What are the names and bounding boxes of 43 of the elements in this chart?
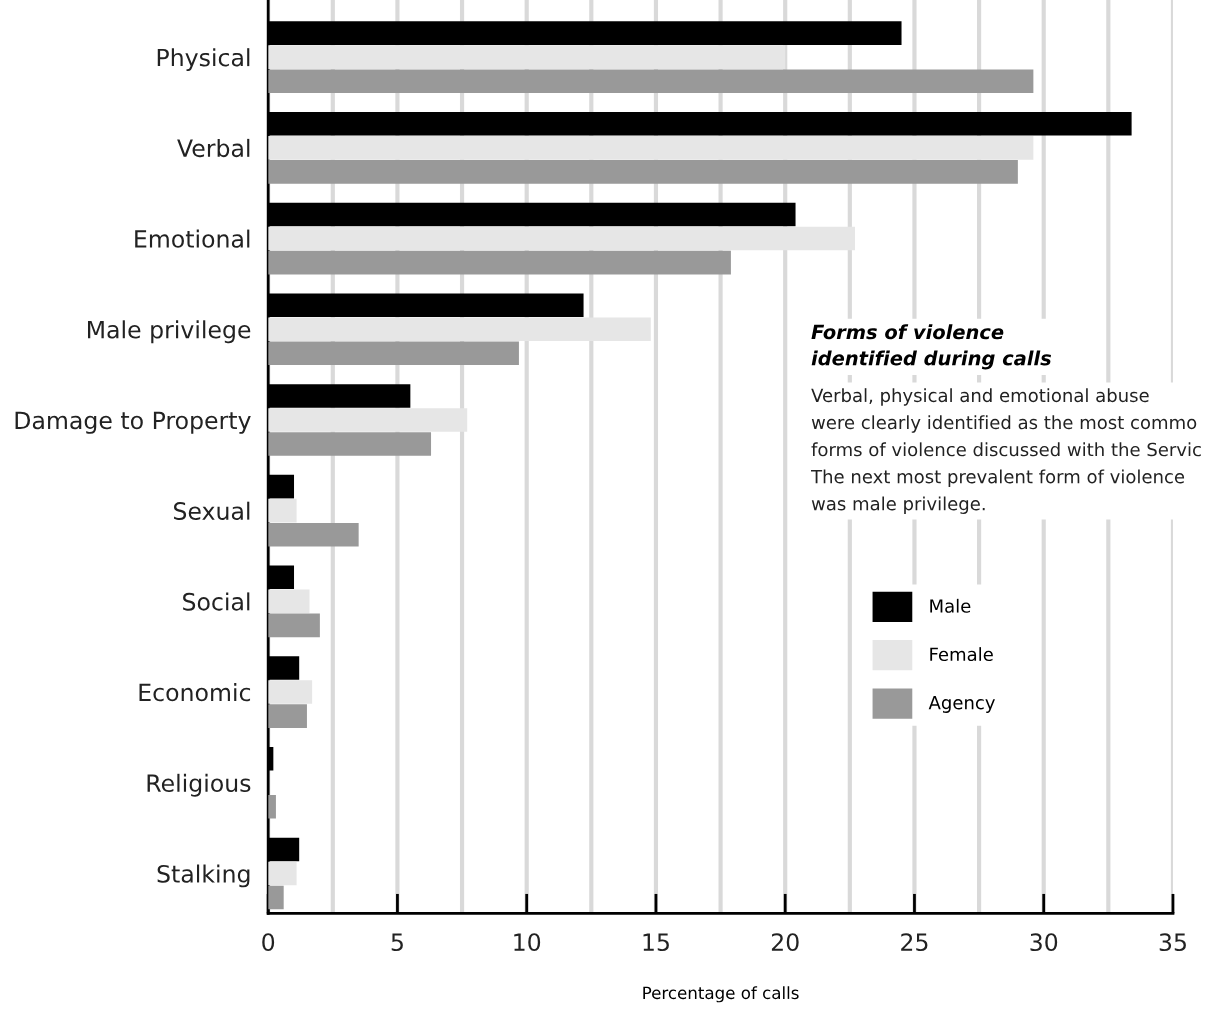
x-tick-label: 5 — [391, 933, 403, 952]
bar — [268, 432, 432, 456]
bar — [268, 408, 468, 432]
bar — [268, 680, 313, 704]
bar — [268, 885, 284, 910]
x-tick-label: 0 — [262, 933, 275, 952]
bar — [268, 341, 519, 366]
bar — [268, 226, 855, 251]
y-tick-label: Sexual — [173, 501, 250, 520]
bar — [268, 69, 1034, 93]
y-tick-label: Religious — [147, 773, 251, 797]
y-tick-label: Stalking — [157, 864, 250, 888]
x-axis-title: Percentage of calls — [643, 986, 799, 1003]
legend-label: Male — [930, 598, 971, 613]
bar — [268, 136, 1034, 160]
bar — [268, 795, 276, 819]
y-tick-label: Verbal — [177, 138, 250, 158]
bar — [268, 613, 320, 638]
x-tick-label: 30 — [1030, 933, 1058, 952]
bar — [268, 861, 297, 886]
y-tick-label: Male privilege — [88, 320, 251, 344]
annotation: Forms of violence identified during calls — [811, 324, 1052, 370]
y-tick-label: Damage to Property — [15, 411, 251, 434]
bar — [268, 522, 359, 547]
annotation: Verbal, physical and emotional abuse were clearly identified as the most commo forms of violence discussed with the Servic The next most prevalent form of violence was male privilege. — [811, 388, 1201, 514]
bar — [268, 160, 1018, 184]
bar — [268, 704, 307, 728]
x-tick-label: 35 — [1159, 933, 1186, 952]
x-tick-label: 10 — [514, 933, 541, 952]
y-tick-label: Physical — [157, 48, 250, 72]
y-tick-label: Social — [183, 592, 250, 611]
y-tick-label: Emotional — [135, 229, 250, 248]
bar — [268, 498, 297, 523]
bar — [268, 589, 310, 614]
bar — [268, 250, 731, 275]
legend-label: Agency — [928, 695, 995, 713]
y-tick-label: Economic — [139, 683, 251, 702]
legend-label: Female — [930, 647, 993, 662]
x-tick-label: 20 — [771, 933, 799, 952]
x-tick-label: 25 — [901, 933, 928, 952]
x-tick-label: 15 — [643, 933, 669, 952]
bar — [268, 45, 786, 69]
bar — [268, 317, 651, 342]
